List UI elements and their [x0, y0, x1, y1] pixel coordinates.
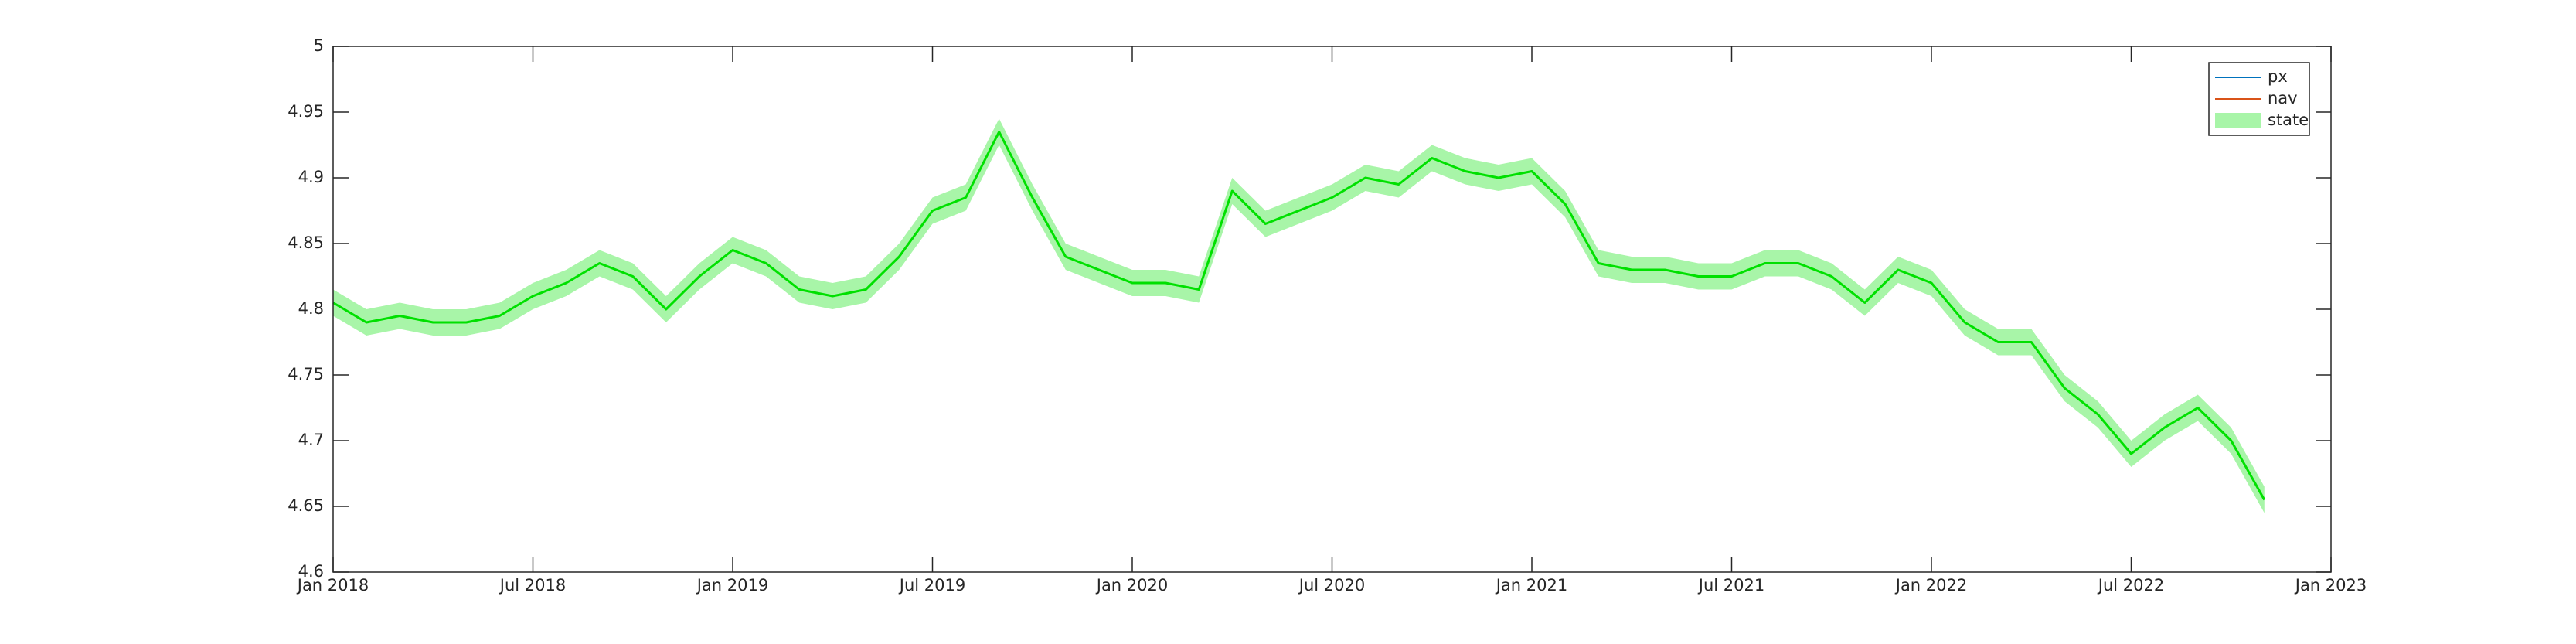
- x-tick-label: Jan 2020: [1095, 576, 1169, 595]
- x-tick-label: Jul 2020: [1298, 576, 1365, 595]
- band: [333, 118, 2265, 513]
- x-tick-label: Jul 2018: [499, 576, 566, 595]
- y-tick-label: 4.9: [298, 168, 324, 186]
- legend-label: state: [2268, 111, 2309, 129]
- y-tick-label: 4.6: [298, 562, 324, 581]
- plot-area: [333, 46, 2331, 572]
- legend-swatch: [2215, 113, 2261, 128]
- line: [332, 131, 2266, 501]
- y-tick-label: 4.95: [288, 102, 324, 121]
- y-tick-label: 4.7: [298, 431, 324, 449]
- legend-label: nav: [2268, 89, 2298, 107]
- x-tick-label: Jul 2022: [2097, 576, 2164, 595]
- x-tick-label: Jan 2022: [1894, 576, 1968, 595]
- y-tick-label: 4.85: [288, 233, 324, 252]
- y-tick-label: 5: [314, 36, 324, 55]
- x-tick-label: Jan 2018: [296, 576, 369, 595]
- y-tick-label: 4.8: [298, 299, 324, 318]
- axes-box: [332, 46, 2332, 573]
- x-tick-label: Jul 2021: [1697, 576, 1764, 595]
- x-tick-label: Jul 2019: [898, 576, 965, 595]
- legend-label: px: [2268, 67, 2288, 86]
- y-tick-label: 4.65: [288, 496, 324, 515]
- x-tick-label: Jan 2021: [1495, 576, 1568, 595]
- y-tick-label: 4.75: [288, 365, 324, 383]
- x-tick-label: Jan 2023: [2294, 576, 2367, 595]
- x-tick-label: Jan 2019: [696, 576, 769, 595]
